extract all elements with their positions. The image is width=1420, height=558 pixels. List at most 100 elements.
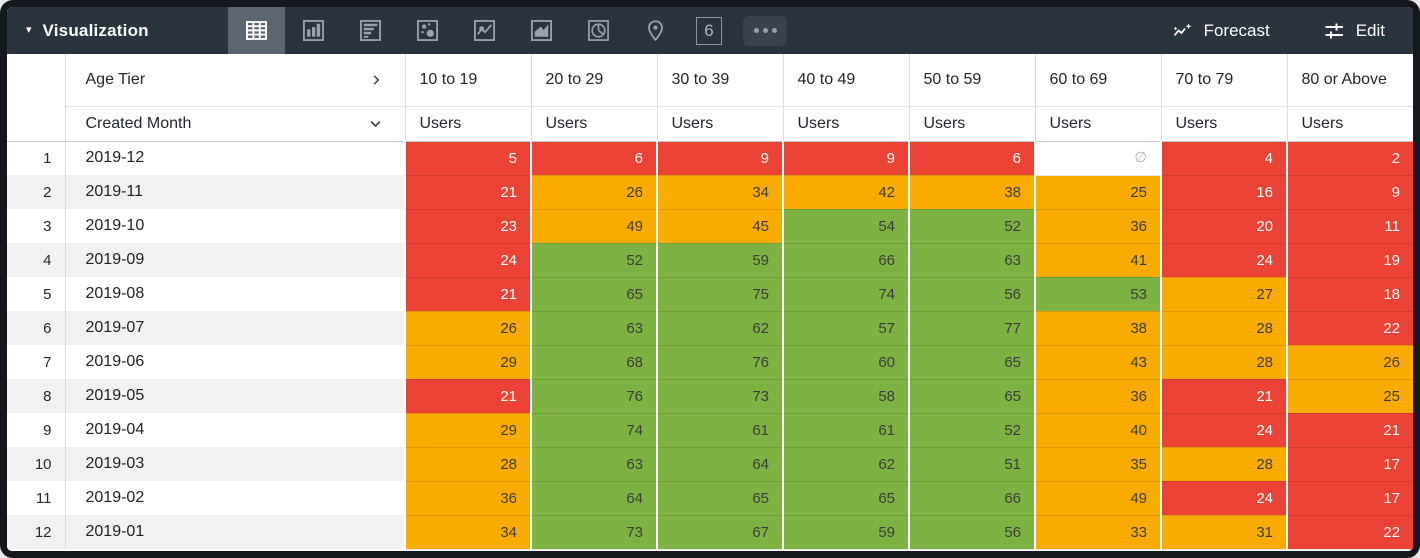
value-cell[interactable]: 65 — [782, 481, 909, 516]
value-cell[interactable]: 63 — [908, 243, 1035, 278]
measure-column-header[interactable]: Users — [782, 106, 909, 142]
value-cell[interactable]: 22 — [1286, 311, 1413, 346]
value-cell[interactable]: 28 — [404, 447, 531, 482]
measure-column-header[interactable]: Users — [530, 106, 657, 142]
value-cell[interactable]: 28 — [1160, 345, 1287, 380]
value-cell[interactable]: 26 — [1286, 345, 1413, 380]
chevron-right-icon[interactable] — [369, 73, 383, 87]
value-cell[interactable]: 64 — [530, 481, 657, 516]
value-cell[interactable]: 52 — [908, 413, 1035, 448]
value-cell[interactable]: 18 — [1286, 277, 1413, 312]
value-cell[interactable]: 65 — [656, 481, 783, 516]
pivot-column-header[interactable]: 40 to 49 — [782, 54, 909, 107]
value-cell[interactable]: 21 — [404, 277, 531, 312]
value-cell[interactable]: 31 — [1160, 515, 1287, 550]
tab-table[interactable] — [228, 7, 285, 54]
value-cell[interactable]: 21 — [404, 379, 531, 414]
value-cell[interactable]: 59 — [782, 515, 909, 550]
month-cell[interactable]: 2019-04 — [65, 413, 405, 447]
tab-bar-chart[interactable] — [342, 7, 399, 54]
value-cell[interactable]: 17 — [1286, 447, 1413, 482]
value-cell[interactable]: 26 — [404, 311, 531, 346]
month-cell[interactable]: 2019-02 — [65, 481, 405, 515]
measure-column-header[interactable]: Users — [404, 106, 531, 142]
pivot-column-header[interactable]: 10 to 19 — [404, 54, 531, 107]
value-cell[interactable]: 53 — [1034, 277, 1161, 312]
value-cell[interactable]: 64 — [656, 447, 783, 482]
value-cell[interactable]: 28 — [1160, 311, 1287, 346]
value-cell[interactable]: 52 — [530, 243, 657, 278]
month-cell[interactable]: 2019-05 — [65, 379, 405, 413]
pivot-column-header[interactable]: 80 or Above — [1286, 54, 1413, 107]
value-cell[interactable]: 60 — [782, 345, 909, 380]
tab-single-value[interactable]: 6 — [684, 7, 734, 54]
value-cell[interactable]: 21 — [1286, 413, 1413, 448]
value-cell[interactable]: 62 — [656, 311, 783, 346]
value-cell[interactable]: 59 — [656, 243, 783, 278]
value-cell[interactable]: 56 — [908, 277, 1035, 312]
value-cell[interactable]: 25 — [1034, 175, 1161, 210]
value-cell[interactable]: 58 — [782, 379, 909, 414]
value-cell[interactable]: 27 — [1160, 277, 1287, 312]
value-cell[interactable]: 65 — [908, 379, 1035, 414]
tab-column-chart[interactable] — [285, 7, 342, 54]
pivot-field-header[interactable]: Age Tier — [65, 54, 405, 107]
tab-map[interactable] — [627, 7, 684, 54]
value-cell[interactable]: 76 — [656, 345, 783, 380]
value-cell[interactable]: 66 — [782, 243, 909, 278]
measure-column-header[interactable]: Users — [1160, 106, 1287, 142]
value-cell[interactable]: 35 — [1034, 447, 1161, 482]
value-cell[interactable]: 49 — [530, 209, 657, 244]
value-cell[interactable]: 26 — [530, 175, 657, 210]
value-cell[interactable]: 43 — [1034, 345, 1161, 380]
tab-more-options[interactable] — [734, 7, 796, 54]
value-cell[interactable]: 22 — [1286, 515, 1413, 550]
value-cell[interactable]: 23 — [404, 209, 531, 244]
value-cell[interactable]: 49 — [1034, 481, 1161, 516]
tab-scatter-plot[interactable] — [399, 7, 456, 54]
value-cell[interactable]: 67 — [656, 515, 783, 550]
value-cell[interactable]: 9 — [1286, 175, 1413, 210]
pivot-column-header[interactable]: 20 to 29 — [530, 54, 657, 107]
value-cell[interactable]: 6 — [530, 141, 657, 176]
value-cell[interactable]: 73 — [530, 515, 657, 550]
value-cell[interactable]: 54 — [782, 209, 909, 244]
value-cell[interactable]: 41 — [1034, 243, 1161, 278]
value-cell[interactable]: 24 — [1160, 481, 1287, 516]
value-cell[interactable]: 57 — [782, 311, 909, 346]
value-cell[interactable]: 38 — [1034, 311, 1161, 346]
value-cell[interactable]: ∅ — [1034, 141, 1161, 176]
value-cell[interactable]: 36 — [1034, 379, 1161, 414]
value-cell[interactable]: 24 — [1160, 243, 1287, 278]
measure-column-header[interactable]: Users — [656, 106, 783, 142]
month-cell[interactable]: 2019-11 — [65, 175, 405, 209]
value-cell[interactable]: 36 — [1034, 209, 1161, 244]
value-cell[interactable]: 77 — [908, 311, 1035, 346]
value-cell[interactable]: 65 — [908, 345, 1035, 380]
value-cell[interactable]: 63 — [530, 447, 657, 482]
value-cell[interactable]: 36 — [404, 481, 531, 516]
month-cell[interactable]: 2019-10 — [65, 209, 405, 243]
tab-line-chart[interactable] — [456, 7, 513, 54]
value-cell[interactable]: 62 — [782, 447, 909, 482]
month-cell[interactable]: 2019-12 — [65, 141, 405, 175]
value-cell[interactable]: 75 — [656, 277, 783, 312]
value-cell[interactable]: 56 — [908, 515, 1035, 550]
value-cell[interactable]: 52 — [908, 209, 1035, 244]
chevron-down-icon[interactable] — [368, 116, 383, 131]
value-cell[interactable]: 45 — [656, 209, 783, 244]
measure-column-header[interactable]: Users — [1034, 106, 1161, 142]
value-cell[interactable]: 33 — [1034, 515, 1161, 550]
value-cell[interactable]: 63 — [530, 311, 657, 346]
value-cell[interactable]: 61 — [782, 413, 909, 448]
value-cell[interactable]: 16 — [1160, 175, 1287, 210]
tab-pie-chart[interactable] — [570, 7, 627, 54]
value-cell[interactable]: 66 — [908, 481, 1035, 516]
value-cell[interactable]: 2 — [1286, 141, 1413, 176]
value-cell[interactable]: 24 — [1160, 413, 1287, 448]
value-cell[interactable]: 42 — [782, 175, 909, 210]
edit-button[interactable]: Edit — [1322, 19, 1385, 43]
value-cell[interactable]: 76 — [530, 379, 657, 414]
value-cell[interactable]: 28 — [1160, 447, 1287, 482]
pivot-column-header[interactable]: 50 to 59 — [908, 54, 1035, 107]
